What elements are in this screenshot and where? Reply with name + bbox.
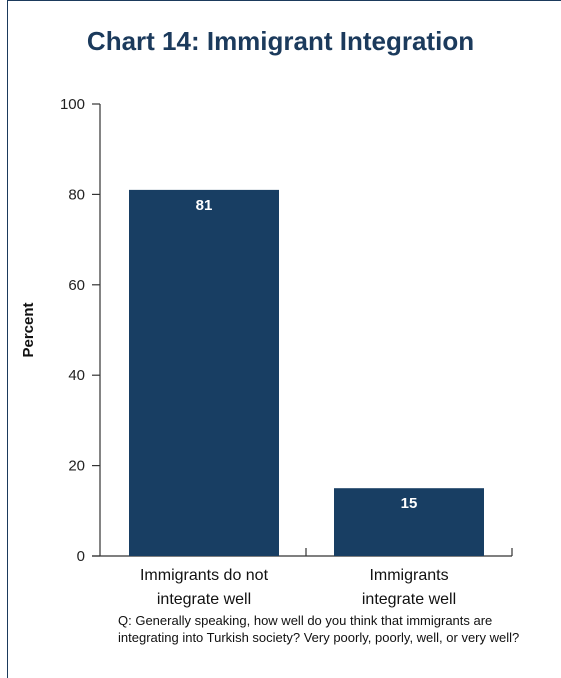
x-category-label: Immigrants do not — [140, 567, 269, 584]
y-tick-label: 100 — [60, 96, 85, 113]
x-category-label: integrate well — [157, 591, 251, 608]
bar — [129, 189, 279, 556]
bar — [334, 488, 484, 556]
y-tick-label: 40 — [68, 367, 85, 384]
x-category-label: Immigrants — [369, 567, 448, 584]
bar-value-label: 15 — [401, 495, 418, 512]
bar-value-label: 81 — [196, 197, 213, 214]
y-tick-label: 80 — [68, 186, 85, 203]
y-tick-label: 20 — [68, 458, 85, 475]
chart-title: Chart 14: Immigrant Integration — [86, 26, 475, 56]
chart-frame — [7, 0, 561, 678]
survey-question-note: Q: Generally speaking, how well do you t… — [118, 613, 520, 645]
x-category-label: integrate well — [362, 591, 456, 608]
y-tick-label: 0 — [77, 548, 85, 565]
y-axis-label: Percent — [20, 302, 37, 357]
y-tick-label: 60 — [68, 277, 85, 294]
